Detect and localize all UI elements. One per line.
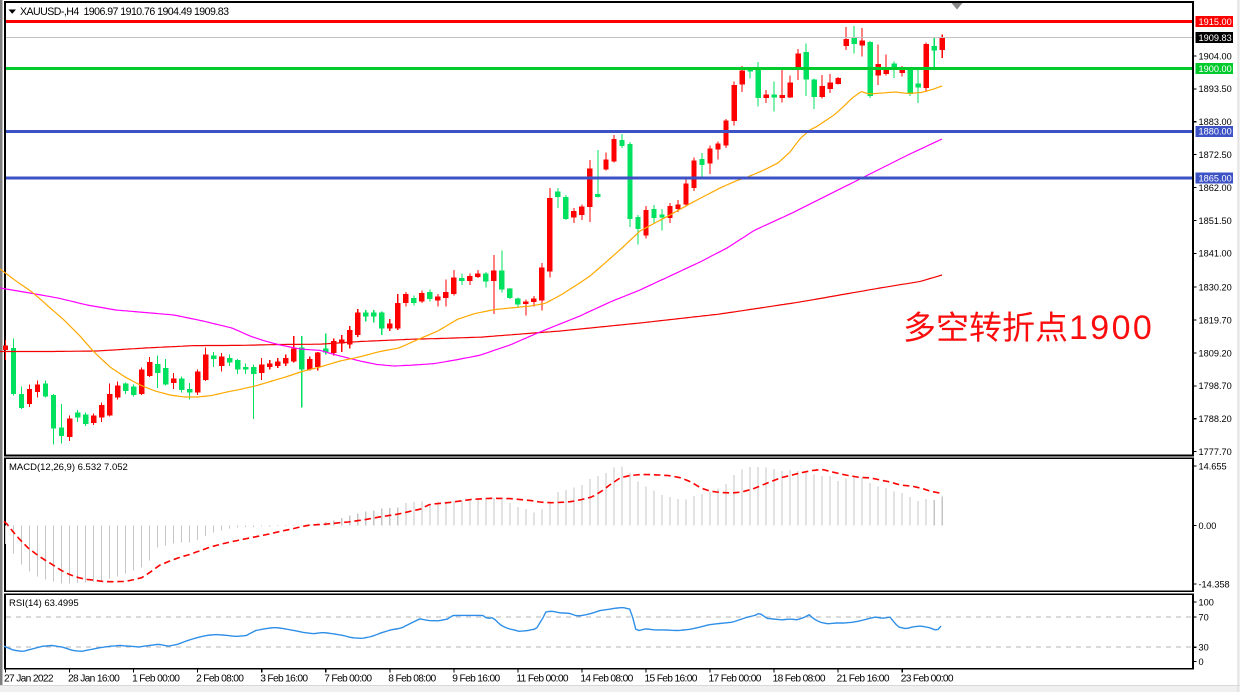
svg-text:30: 30 bbox=[1199, 643, 1209, 653]
svg-text:1900: 1900 bbox=[1069, 309, 1154, 347]
svg-text:18 Feb 08:00: 18 Feb 08:00 bbox=[773, 674, 826, 685]
svg-text:15 Feb 16:00: 15 Feb 16:00 bbox=[645, 674, 698, 685]
svg-text:8 Feb 08:00: 8 Feb 08:00 bbox=[388, 674, 436, 685]
svg-text:1865.00: 1865.00 bbox=[1199, 174, 1232, 184]
svg-text:100: 100 bbox=[1199, 597, 1214, 607]
svg-text:23 Feb 00:00: 23 Feb 00:00 bbox=[901, 674, 954, 685]
svg-text:1788.20: 1788.20 bbox=[1199, 414, 1232, 424]
svg-text:RSI(14) 63.4995: RSI(14) 63.4995 bbox=[9, 598, 79, 609]
svg-text:-14.358: -14.358 bbox=[1199, 579, 1230, 589]
svg-text:1880.00: 1880.00 bbox=[1199, 127, 1232, 137]
svg-text:1819.70: 1819.70 bbox=[1199, 315, 1232, 325]
svg-text:1915.00: 1915.00 bbox=[1199, 17, 1232, 27]
svg-text:1909.83: 1909.83 bbox=[1199, 33, 1232, 43]
svg-text:1777.70: 1777.70 bbox=[1199, 447, 1232, 457]
svg-text:11 Feb 00:00: 11 Feb 00:00 bbox=[516, 674, 568, 685]
svg-text:70: 70 bbox=[1199, 613, 1209, 623]
svg-text:1893.50: 1893.50 bbox=[1199, 84, 1232, 94]
svg-text:17 Feb 00:00: 17 Feb 00:00 bbox=[709, 674, 762, 685]
svg-text:9 Feb 16:00: 9 Feb 16:00 bbox=[452, 674, 500, 685]
svg-text:1872.50: 1872.50 bbox=[1199, 150, 1232, 160]
svg-text:1904.00: 1904.00 bbox=[1199, 51, 1232, 61]
svg-text:1900.00: 1900.00 bbox=[1199, 64, 1232, 74]
svg-text:1841.00: 1841.00 bbox=[1199, 249, 1232, 259]
svg-text:1830.20: 1830.20 bbox=[1199, 283, 1232, 293]
svg-text:21 Feb 16:00: 21 Feb 16:00 bbox=[837, 674, 890, 685]
svg-text:3 Feb 16:00: 3 Feb 16:00 bbox=[260, 674, 308, 685]
svg-text:1798.70: 1798.70 bbox=[1199, 381, 1232, 391]
svg-text:XAUUSD-,H4 1906.97 1910.76 19: XAUUSD-,H4 1906.97 1910.76 1904.49 1909.… bbox=[20, 6, 229, 18]
svg-text:1883.00: 1883.00 bbox=[1199, 117, 1232, 127]
svg-text:1 Feb 00:00: 1 Feb 00:00 bbox=[132, 674, 180, 685]
svg-text:2 Feb 08:00: 2 Feb 08:00 bbox=[196, 674, 244, 685]
svg-text:27 Jan 2022: 27 Jan 2022 bbox=[4, 674, 54, 685]
svg-text:14 Feb 08:00: 14 Feb 08:00 bbox=[580, 674, 633, 685]
svg-text:0.00: 0.00 bbox=[1199, 521, 1217, 531]
svg-text:1809.20: 1809.20 bbox=[1199, 348, 1232, 358]
svg-text:7 Feb 00:00: 7 Feb 00:00 bbox=[324, 674, 372, 685]
svg-text:MACD(12,26,9) 6.532 7.052: MACD(12,26,9) 6.532 7.052 bbox=[9, 462, 128, 473]
svg-text:14.655: 14.655 bbox=[1199, 461, 1227, 471]
svg-text:1862.00: 1862.00 bbox=[1199, 183, 1232, 193]
svg-text:28 Jan 16:00: 28 Jan 16:00 bbox=[68, 674, 120, 685]
svg-text:0: 0 bbox=[1199, 657, 1204, 667]
svg-text:1851.50: 1851.50 bbox=[1199, 216, 1232, 226]
